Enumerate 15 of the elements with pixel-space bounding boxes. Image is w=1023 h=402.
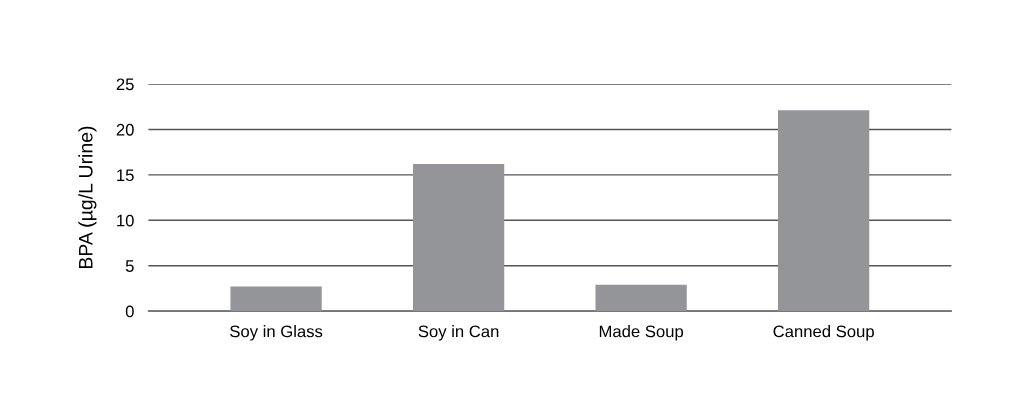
y-tick-label: 10 [117,214,134,227]
bar [412,163,505,312]
y-axis-title: BPA (µg/L Urine) [78,126,97,269]
y-tick-label: 15 [117,169,134,182]
bar [595,284,687,312]
y-tick-label: 25 [116,78,134,91]
y-tick-label: 5 [125,260,134,272]
y-tick-label: 0 [125,305,134,318]
bar [778,110,870,312]
bar [230,286,322,312]
x-tick-label: Canned Soup [773,325,874,341]
y-tick-label: 20 [116,123,134,136]
x-tick-label: Soy in Glass [230,325,323,341]
x-tick-label: Soy in Can [418,325,499,341]
x-tick-label: Made Soup [599,325,684,341]
